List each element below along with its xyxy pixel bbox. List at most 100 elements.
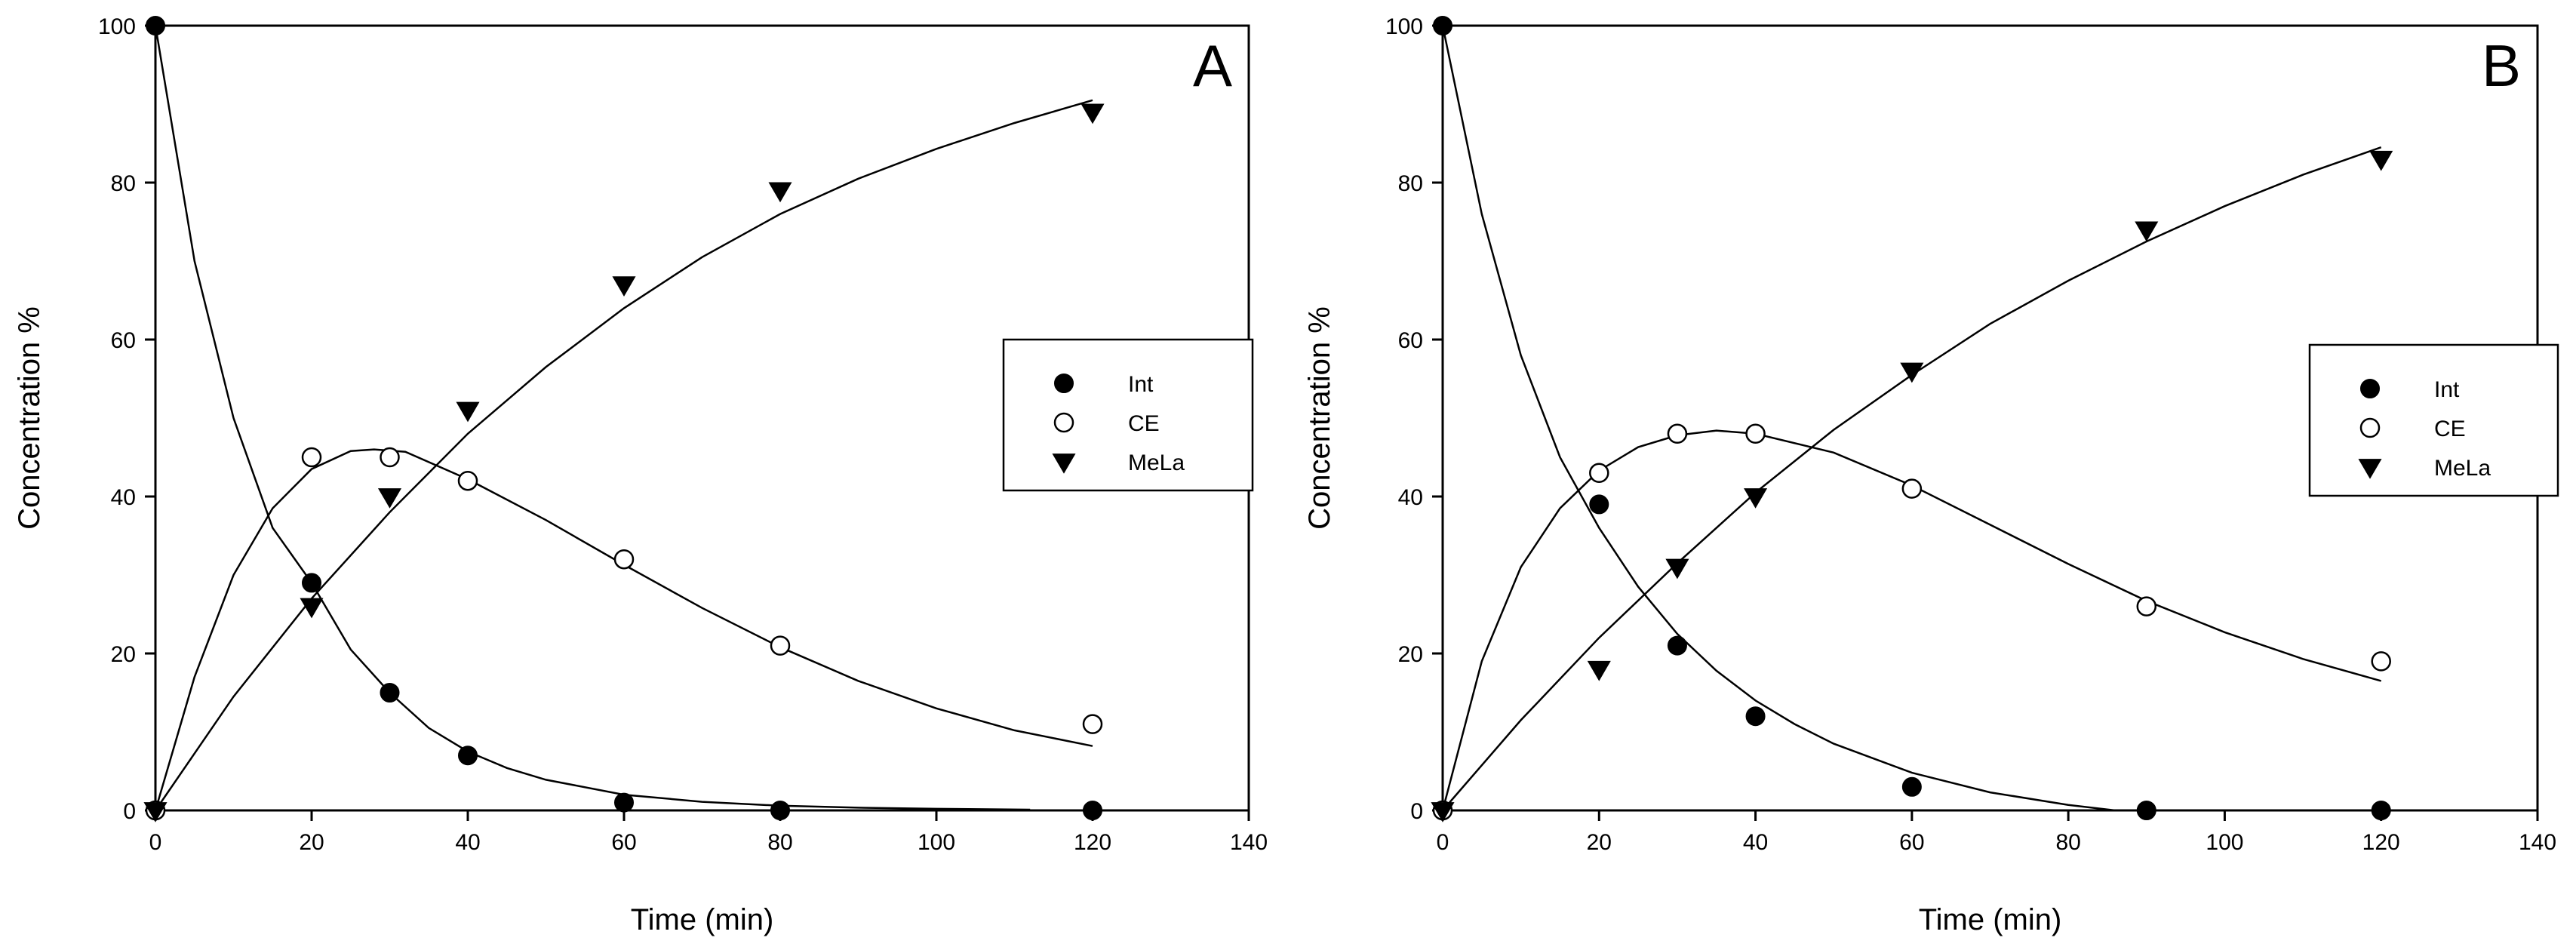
chart-panel-a: 0 20 40 60 80 100 120 140 0 20 40 60 80 100 Time (min)… xyxy=(13,14,1268,936)
fit-curve-mela xyxy=(154,99,1093,811)
data-point-int xyxy=(770,801,790,820)
y-tick-label: 100 xyxy=(98,14,136,39)
data-point-int xyxy=(1589,494,1609,515)
data-point-ce xyxy=(613,549,635,570)
panel-label: A xyxy=(1193,32,1232,99)
y-axis-label: Concentration % xyxy=(13,306,46,530)
legend-label-ce: CE xyxy=(2434,417,2466,441)
data-point-int xyxy=(146,16,165,35)
x-tick-label: 120 xyxy=(2362,830,2400,855)
legend-marker-int xyxy=(1054,374,1074,393)
series-int xyxy=(1433,16,2391,820)
series-int xyxy=(146,16,1102,820)
x-tick-label: 100 xyxy=(2206,830,2243,855)
x-tick-label: 140 xyxy=(2519,830,2556,855)
panel-label: B xyxy=(2482,32,2521,99)
x-tick-label: 120 xyxy=(1074,830,1111,855)
x-tick-label: 0 xyxy=(1437,830,1449,855)
legend-label-int: Int xyxy=(2434,377,2460,402)
legend: Int CE MeLa xyxy=(1002,338,1254,492)
y-tick-label: 0 xyxy=(123,799,136,824)
data-point-int xyxy=(380,683,400,703)
data-point-ce xyxy=(1745,423,1766,444)
data-point-ce xyxy=(770,635,791,656)
x-axis-label: Time (min) xyxy=(1919,903,2062,936)
data-point-mela xyxy=(2369,150,2393,171)
x-tick-label: 40 xyxy=(1743,830,1768,855)
y-tick-label: 20 xyxy=(111,642,136,667)
y-axis-label: Concentration % xyxy=(1303,306,1336,530)
y-tick-label: 20 xyxy=(1398,642,1423,667)
chart-panel-b: 0 20 40 60 80 100 120 140 0 20 40 60 80 100 Time (min)… xyxy=(1303,14,2559,936)
data-point-int xyxy=(2136,801,2156,820)
data-point-ce xyxy=(457,470,478,491)
data-point-ce xyxy=(1667,423,1688,444)
x-tick-label: 60 xyxy=(1899,830,1924,855)
data-point-mela xyxy=(1587,660,1611,681)
data-point-mela xyxy=(2135,221,2159,242)
legend-marker-int xyxy=(2360,379,2380,398)
y-tick-label: 100 xyxy=(1385,14,1423,39)
data-point-mela xyxy=(612,276,636,297)
x-axis-label: Time (min) xyxy=(631,903,774,936)
data-point-ce xyxy=(301,447,322,468)
data-point-mela xyxy=(456,401,480,423)
data-point-int xyxy=(2371,801,2391,820)
x-tick-label: 20 xyxy=(299,830,324,855)
legend-box xyxy=(1002,338,1254,492)
data-point-ce xyxy=(2136,596,2157,616)
data-point-int xyxy=(458,746,478,766)
y-tick-label: 60 xyxy=(1398,328,1423,353)
legend-marker-ce xyxy=(1053,412,1074,433)
x-tick-label: 0 xyxy=(149,830,162,855)
series-mela xyxy=(1431,146,2393,822)
y-tick-label: 40 xyxy=(1398,485,1423,510)
data-point-int xyxy=(1745,706,1766,727)
legend-label-ce: CE xyxy=(1128,411,1160,436)
legend-marker-mela xyxy=(1052,453,1076,474)
legend-marker-ce xyxy=(2359,417,2381,438)
y-tick-label: 60 xyxy=(111,328,136,353)
data-point-int xyxy=(1083,801,1102,820)
x-tick-label: 80 xyxy=(767,830,792,855)
x-tick-label: 140 xyxy=(1230,830,1268,855)
data-point-mela xyxy=(377,488,402,509)
x-tick-label: 100 xyxy=(918,830,955,855)
y-tick-label: 80 xyxy=(111,171,136,196)
y-tick-label: 0 xyxy=(1410,799,1423,824)
series-ce xyxy=(145,447,1103,821)
data-point-mela xyxy=(1081,103,1105,125)
x-tick-label: 20 xyxy=(1587,830,1612,855)
data-point-ce xyxy=(380,447,400,468)
x-tick-label: 80 xyxy=(2055,830,2080,855)
data-point-ce xyxy=(2371,651,2391,672)
legend-box xyxy=(2308,343,2559,497)
data-point-ce xyxy=(1901,478,1923,499)
fit-curve-ce xyxy=(154,448,1093,811)
fit-curve-int xyxy=(1441,25,2116,812)
legend: Int CE MeLa xyxy=(2308,343,2559,497)
data-point-ce xyxy=(1082,714,1103,734)
legend-label-mela: MeLa xyxy=(1128,450,1185,475)
series-mela xyxy=(143,99,1105,822)
data-point-mela xyxy=(143,802,168,822)
x-tick-label: 60 xyxy=(611,830,636,855)
data-point-mela xyxy=(1900,362,1924,383)
y-tick-label: 80 xyxy=(1398,171,1423,196)
legend-label-mela: MeLa xyxy=(2434,456,2491,481)
legend-label-int: Int xyxy=(1128,372,1154,397)
data-point-mela xyxy=(1665,558,1689,580)
data-point-int xyxy=(1901,776,1922,797)
data-point-mela xyxy=(300,598,324,619)
fit-curve-int xyxy=(154,25,1031,811)
data-point-mela xyxy=(1744,488,1768,509)
y-tick-label: 40 xyxy=(111,485,136,510)
data-point-mela xyxy=(1431,802,1455,822)
legend-marker-mela xyxy=(2358,459,2382,479)
data-point-int xyxy=(1433,16,1452,35)
series-ce xyxy=(1432,423,2391,821)
data-point-int xyxy=(614,792,634,813)
data-point-mela xyxy=(768,182,792,203)
data-point-int xyxy=(1667,635,1687,656)
